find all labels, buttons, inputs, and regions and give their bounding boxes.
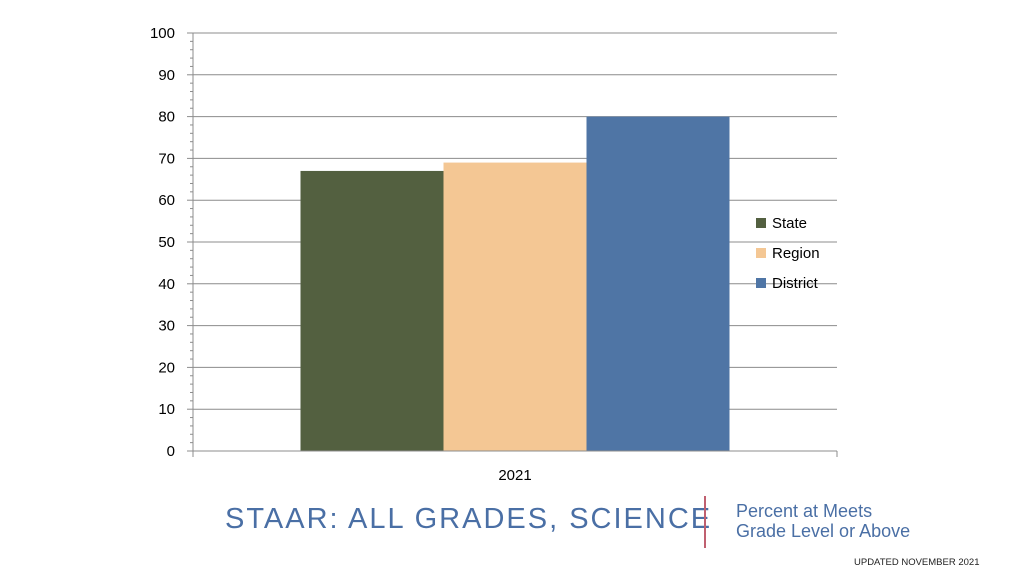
y-tick-label: 10 [158, 401, 175, 418]
legend-label-district: District [772, 275, 819, 292]
subtitle-line-1: Percent at Meets [736, 501, 873, 521]
legend-swatch-district [756, 278, 766, 288]
legend-swatch-state [756, 218, 766, 228]
bar-region [443, 162, 587, 451]
y-tick-label: 60 [158, 192, 175, 209]
title-divider [704, 496, 706, 548]
legend-label-state: State [772, 215, 807, 232]
updated-note: UPDATED NOVEMBER 2021 [854, 557, 980, 568]
y-tick-label: 50 [158, 234, 175, 251]
bar-state [300, 170, 444, 451]
page-title: STAAR: ALL GRADES, SCIENCE [225, 503, 713, 535]
x-axis: 2021 [192, 450, 838, 484]
bar-chart: 0 10 20 30 40 50 60 70 80 90 100 2021 State Region D… [150, 25, 838, 484]
subtitle-line-2: Grade Level or Above [736, 521, 911, 541]
bars [300, 116, 730, 451]
y-axis: 0 10 20 30 40 50 60 70 80 90 100 [150, 25, 194, 460]
legend-swatch-region [756, 248, 766, 258]
y-tick-label: 30 [158, 318, 175, 335]
y-tick-label: 90 [158, 67, 175, 84]
legend: State Region District [756, 215, 820, 292]
x-tick-label: 2021 [498, 467, 531, 484]
y-tick-label: 70 [158, 150, 175, 167]
y-tick-label: 20 [158, 359, 175, 376]
legend-label-region: Region [772, 245, 820, 262]
y-tick-label: 0 [167, 443, 175, 460]
bar-district [586, 116, 730, 451]
y-tick-label: 100 [150, 25, 175, 42]
y-tick-label: 80 [158, 109, 175, 126]
y-tick-label: 40 [158, 276, 175, 293]
subtitle: Percent at Meets Grade Level or Above [736, 501, 910, 541]
